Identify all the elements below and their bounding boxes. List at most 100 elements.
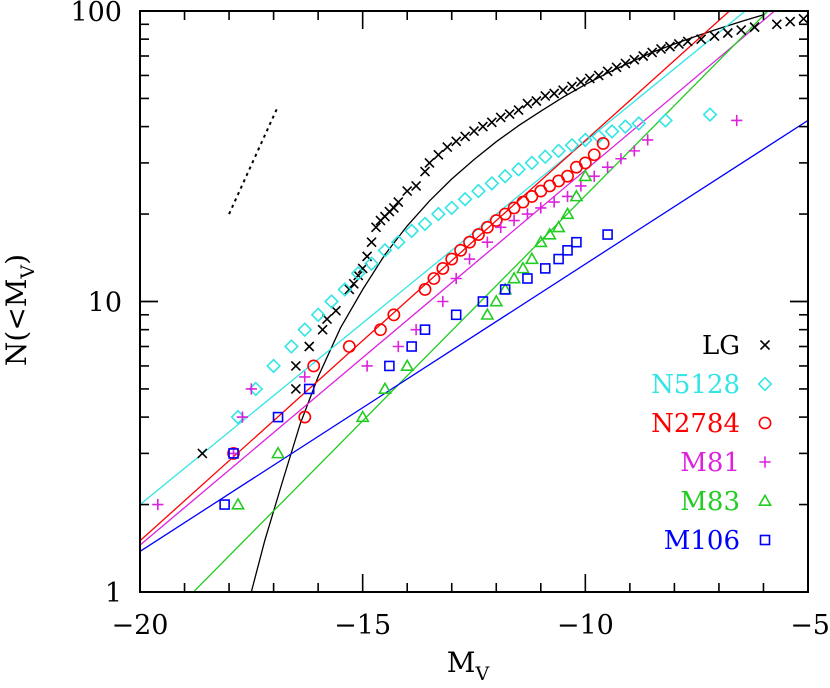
data-point-n2784 [445, 252, 459, 266]
data-point-m106 [602, 229, 613, 240]
data-point-m83 [569, 189, 584, 202]
data-point-m106 [539, 263, 551, 274]
reference-slope-line [228, 105, 279, 215]
data-point-m81 [615, 153, 627, 165]
series-m106 [219, 229, 613, 510]
axes [139, 10, 809, 593]
data-point-lg [330, 305, 342, 316]
data-point-n5128 [617, 119, 633, 135]
data-point-m81 [508, 214, 520, 227]
data-point-m83 [271, 446, 286, 459]
data-point-n5128 [390, 234, 406, 250]
data-point-m81 [628, 145, 640, 157]
data-point-n5128 [444, 200, 460, 216]
data-point-n5128 [577, 132, 593, 148]
data-point-m106 [499, 284, 511, 295]
legend-label: M81 [680, 448, 740, 478]
data-point-lg [451, 136, 462, 147]
data-point-lg [664, 41, 676, 52]
data-point-lg [513, 105, 524, 116]
data-point-n5128 [430, 206, 446, 222]
data-point-n5128 [337, 282, 353, 297]
data-point-m83 [542, 227, 557, 240]
data-point-n5128 [324, 294, 339, 309]
data-point-m83 [480, 307, 495, 320]
data-point-lg [388, 202, 399, 213]
data-point-n2784 [507, 201, 521, 215]
data-point-m83 [551, 220, 566, 233]
data-point-m106 [477, 296, 489, 307]
x-tick-label: −15 [334, 610, 391, 641]
data-point-n5128 [377, 242, 393, 258]
data-point-lg [304, 341, 315, 352]
fit-lines [140, 11, 808, 592]
legend-marker-n2784 [758, 416, 772, 430]
data-point-n2784 [463, 235, 476, 249]
data-point-n2784 [298, 410, 312, 424]
data-point-m81 [236, 411, 249, 423]
data-point-lg [468, 126, 480, 137]
data-point-m106 [303, 383, 315, 395]
data-point-m83 [578, 168, 593, 182]
data-point-lg [393, 196, 404, 208]
series-n5128 [230, 107, 718, 425]
data-point-lg [602, 66, 613, 77]
data-point-lg [424, 157, 435, 168]
data-point-n2784 [454, 243, 468, 257]
data-point-m81 [437, 295, 449, 308]
data-point-m81 [495, 221, 507, 233]
data-point-lg [629, 54, 640, 65]
data-point-m83 [524, 251, 539, 265]
series-lg [197, 13, 808, 459]
legend-label: N2784 [651, 409, 740, 439]
data-point-lg [638, 50, 649, 62]
data-point-n5128 [702, 107, 718, 123]
y-axis-label: N(<MV) [0, 254, 39, 366]
data-point-m81 [152, 498, 164, 511]
data-point-m81 [601, 161, 614, 173]
fit-line-lg [250, 14, 764, 592]
data-point-m106 [384, 360, 395, 372]
data-point-lg [673, 38, 684, 50]
data-point-m81 [588, 170, 600, 182]
data-point-lg [477, 121, 488, 132]
fit-line-m106 [140, 119, 808, 552]
legend: LG N5128 N2784 M81 M83 M106 [651, 331, 773, 556]
data-point-n2784 [307, 359, 321, 373]
data-point-m81 [245, 383, 257, 395]
data-point-n5128 [591, 129, 607, 144]
legend-label: M83 [680, 487, 740, 517]
data-point-m83 [400, 358, 415, 371]
legend-marker-m81 [759, 456, 771, 468]
data-point-lg [317, 324, 328, 335]
series-m81 [152, 114, 743, 511]
data-point-lg [442, 142, 453, 153]
data-point-n2784 [436, 261, 450, 275]
data-point-m81 [548, 196, 560, 208]
data-point-lg [593, 70, 604, 81]
data-point-lg [611, 62, 622, 73]
data-point-m106 [406, 341, 417, 352]
data-point-m106 [562, 245, 573, 256]
data-point-n5128 [524, 155, 540, 171]
data-point-m83 [355, 409, 370, 423]
data-point-m106 [522, 273, 533, 284]
data-point-m106 [450, 309, 462, 321]
data-point-lg [290, 360, 301, 372]
data-point-n2784 [472, 228, 485, 241]
data-point-lg [522, 98, 533, 109]
data-point-n2784 [342, 340, 356, 353]
data-point-lg [197, 448, 208, 459]
data-point-n5128 [457, 191, 473, 207]
data-point-m83 [533, 234, 548, 248]
data-point-lg [531, 95, 542, 107]
data-point-m106 [228, 448, 239, 459]
data-point-lg [709, 30, 720, 42]
series-m83 [230, 168, 593, 510]
data-point-m81 [642, 134, 654, 146]
data-point-n5128 [266, 358, 282, 374]
data-point-lg [460, 131, 471, 142]
data-point-lg [540, 90, 551, 102]
series-n2784 [227, 137, 610, 460]
